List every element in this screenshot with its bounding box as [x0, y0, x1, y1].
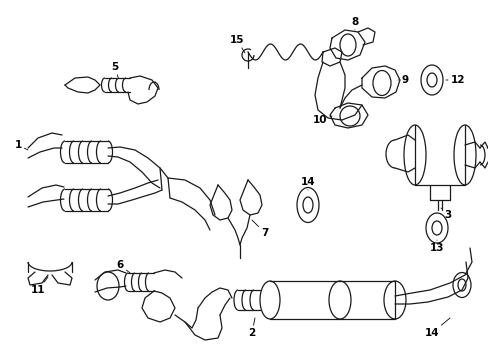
Text: 14: 14: [424, 318, 449, 338]
Text: 10: 10: [312, 115, 331, 125]
Text: 13: 13: [429, 240, 443, 253]
Text: 14: 14: [300, 177, 315, 190]
Text: 8: 8: [351, 17, 358, 30]
Text: 7: 7: [251, 220, 268, 238]
Text: 12: 12: [445, 75, 464, 85]
Text: 5: 5: [111, 62, 119, 77]
Text: 4: 4: [486, 143, 488, 153]
Text: 15: 15: [229, 35, 244, 53]
Text: 2: 2: [248, 318, 255, 338]
Text: 11: 11: [31, 277, 48, 295]
Text: 1: 1: [14, 140, 28, 150]
Text: 9: 9: [397, 75, 408, 85]
Text: 3: 3: [440, 208, 451, 220]
Text: 6: 6: [116, 260, 130, 273]
